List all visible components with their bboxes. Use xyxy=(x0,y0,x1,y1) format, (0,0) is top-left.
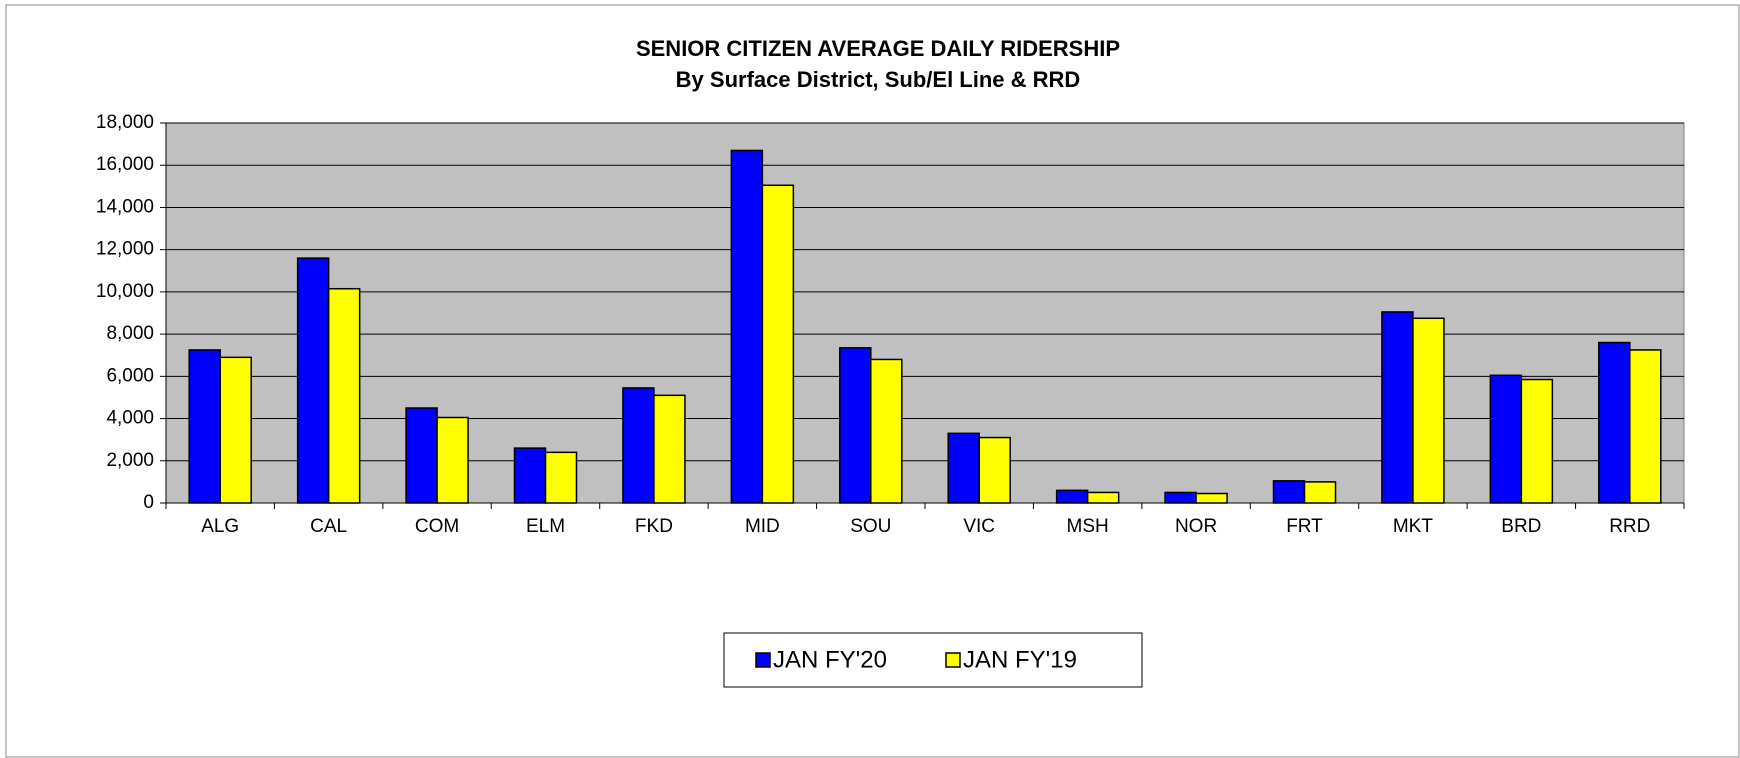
x-tick-label: FRT xyxy=(1286,516,1323,537)
bar xyxy=(947,432,980,504)
plot-area xyxy=(165,122,1685,504)
bar xyxy=(1055,489,1089,504)
y-tick-label: 14,000 xyxy=(96,196,154,217)
bar xyxy=(653,394,686,504)
bar xyxy=(1412,317,1445,504)
bar xyxy=(730,149,764,504)
bar xyxy=(296,257,330,504)
bar xyxy=(839,347,872,504)
chart-title: SENIOR CITIZEN AVERAGE DAILY RIDERSHIP xyxy=(636,36,1120,61)
y-tick-label: 2,000 xyxy=(106,450,154,471)
x-tick-label: NOR xyxy=(1175,516,1217,537)
bar xyxy=(1164,491,1197,504)
x-tick-label: VIC xyxy=(963,516,995,537)
y-tick-label: 6,000 xyxy=(106,365,154,386)
bar xyxy=(1381,311,1414,504)
legend-label: JAN FY'19 xyxy=(963,646,1077,673)
bar xyxy=(622,387,655,504)
bar xyxy=(1629,349,1662,504)
bar xyxy=(1489,374,1523,504)
bar xyxy=(436,416,469,504)
x-tick-label: COM xyxy=(415,516,459,537)
chart-subtitle: By Surface District, Sub/El Line & RRD xyxy=(676,67,1081,92)
legend-box xyxy=(723,632,1143,688)
x-tick-label: CAL xyxy=(310,516,347,537)
bar xyxy=(1303,481,1337,504)
bar xyxy=(513,447,547,504)
bar xyxy=(327,287,361,504)
y-tick-label: 18,000 xyxy=(96,112,154,133)
y-tick-label: 10,000 xyxy=(96,281,154,302)
legend-swatch xyxy=(755,652,771,668)
y-tick-label: 0 xyxy=(143,492,154,513)
bar xyxy=(405,407,438,504)
y-tick-label: 4,000 xyxy=(106,408,154,429)
bar xyxy=(1086,491,1120,504)
bar xyxy=(1195,492,1228,504)
legend-label: JAN FY'20 xyxy=(773,646,887,673)
x-tick-label: ELM xyxy=(526,516,565,537)
bar xyxy=(544,451,578,504)
bar xyxy=(219,356,252,504)
y-tick-label: 12,000 xyxy=(96,239,154,260)
x-tick-label: ALG xyxy=(201,516,239,537)
x-tick-label: FKD xyxy=(635,516,673,537)
bar xyxy=(1272,480,1306,504)
x-tick-label: RRD xyxy=(1609,516,1650,537)
bar xyxy=(870,358,903,504)
bar xyxy=(1598,341,1631,504)
bar xyxy=(1520,378,1554,504)
x-tick-label: MSH xyxy=(1067,516,1109,537)
x-tick-label: MKT xyxy=(1393,516,1434,537)
bar xyxy=(978,436,1011,504)
y-tick-label: 16,000 xyxy=(96,154,154,175)
legend-swatch xyxy=(945,652,961,668)
x-tick-label: SOU xyxy=(850,516,891,537)
bar xyxy=(188,349,221,504)
bar xyxy=(761,184,795,504)
x-tick-label: MID xyxy=(745,516,780,537)
y-tick-label: 8,000 xyxy=(106,323,154,344)
x-tick-label: BRD xyxy=(1501,516,1541,537)
